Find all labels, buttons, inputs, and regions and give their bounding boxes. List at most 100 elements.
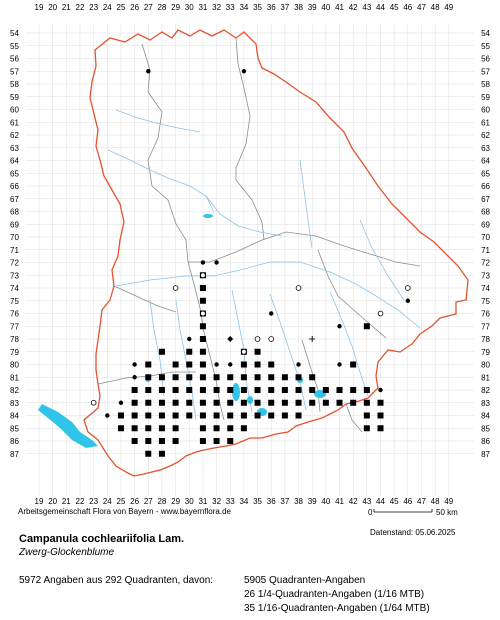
x-axis-tick-label: 27 (144, 497, 153, 506)
x-axis-tick-label: 48 (431, 3, 440, 12)
x-axis-tick-label: 35 (253, 3, 262, 12)
species-name: Campanula cochleariifolia Lam. (19, 533, 185, 545)
stats-summary: 5972 Angaben aus 292 Quadranten, davon: (19, 575, 214, 586)
x-axis-tick-label: 31 (198, 497, 207, 506)
credit-line: Arbeitsgemeinschaft Flora von Bayern - w… (18, 507, 231, 516)
record-square (377, 425, 384, 432)
x-axis-tick-label: 26 (130, 3, 139, 12)
x-axis-tick-label: 37 (280, 3, 289, 12)
record-dot (269, 311, 274, 316)
record-square (295, 387, 302, 393)
record-square (268, 412, 275, 419)
record-square (295, 374, 302, 381)
y-axis-tick-label: 81 (481, 373, 490, 382)
record-square (199, 297, 206, 304)
x-axis-tick-label: 28 (157, 497, 166, 506)
record-dot (269, 362, 274, 367)
y-axis-tick-label: 83 (481, 399, 490, 408)
record-square (213, 425, 220, 432)
y-axis-tick-label: 57 (10, 67, 19, 76)
x-axis-tick-label: 36 (267, 3, 276, 12)
x-axis-tick-label: 34 (239, 497, 248, 506)
x-axis-tick-label: 19 (35, 3, 44, 12)
record-dot (105, 413, 110, 418)
record-square (172, 399, 179, 406)
x-axis-tick-label: 31 (198, 3, 207, 12)
record-square (145, 425, 152, 432)
record-square (145, 361, 152, 368)
record-square (158, 387, 165, 393)
y-axis-tick-label: 63 (481, 144, 490, 153)
y-axis-tick-label: 65 (481, 169, 490, 178)
y-axis-tick-label: 78 (481, 335, 490, 344)
x-axis-tick-label: 46 (403, 3, 412, 12)
record-square (309, 387, 316, 393)
record-open-circle (377, 310, 384, 317)
x-axis-tick-label: 34 (239, 3, 248, 12)
y-axis-tick-label: 66 (481, 182, 490, 191)
y-axis-tick-label: 58 (481, 80, 490, 89)
x-axis-tick-label: 48 (431, 497, 440, 506)
y-axis-tick-label: 73 (10, 271, 19, 280)
record-square (213, 438, 220, 444)
y-axis-tick-label: 63 (10, 144, 19, 153)
record-square (199, 361, 206, 368)
y-axis-tick-label: 59 (481, 93, 490, 102)
x-axis-tick-label: 38 (294, 497, 303, 506)
record-square (377, 412, 384, 419)
y-axis-tick-label: 54 (10, 29, 19, 38)
x-axis-tick-label: 47 (417, 3, 426, 12)
record-dot (200, 260, 206, 265)
x-axis-tick-label: 29 (171, 3, 180, 12)
record-square (199, 285, 206, 291)
y-axis-tick-label: 83 (10, 399, 19, 408)
y-axis-tick-label: 81 (10, 373, 19, 382)
record-dot (364, 387, 370, 393)
x-axis-tick-label: 42 (349, 3, 358, 12)
record-dot (214, 260, 219, 265)
record-square (199, 399, 206, 406)
record-dot (132, 375, 137, 380)
record-square (254, 348, 261, 355)
record-dot (241, 69, 247, 74)
record-square (158, 450, 165, 457)
y-axis-tick-label: 77 (10, 322, 19, 331)
record-square (240, 387, 247, 393)
record-square (199, 336, 206, 342)
x-axis-tick-label: 45 (390, 497, 399, 506)
record-dot (228, 362, 233, 367)
x-axis-tick-label: 44 (376, 3, 385, 12)
y-axis-tick-label: 61 (481, 118, 490, 127)
record-square (158, 438, 165, 444)
record-square (158, 425, 165, 432)
y-axis-tick-label: 82 (10, 386, 19, 395)
y-axis-tick-label: 60 (10, 106, 19, 115)
y-axis-tick-label: 59 (10, 93, 19, 102)
stats-quadrant: 5905 Quadranten-Angaben (244, 575, 366, 586)
record-square (131, 425, 138, 432)
record-square (281, 387, 288, 393)
record-square (309, 374, 316, 381)
record-square (199, 374, 206, 381)
record-square (131, 438, 138, 444)
x-axis-tick-label: 24 (103, 497, 112, 506)
y-axis-tick-label: 72 (481, 259, 490, 268)
common-name: Zwerg-Glockenblume (19, 547, 115, 558)
record-square (254, 361, 261, 368)
y-axis-tick-label: 80 (481, 361, 490, 370)
record-dot (405, 298, 411, 303)
y-axis-tick-label: 55 (10, 42, 19, 51)
record-square (363, 399, 370, 406)
record-square (254, 412, 261, 419)
record-square (350, 387, 357, 393)
record-square (213, 387, 220, 393)
record-square (145, 412, 152, 419)
x-axis-tick-label: 35 (253, 497, 262, 506)
x-axis-tick-label: 19 (35, 497, 44, 506)
y-axis-tick-label: 69 (481, 220, 490, 229)
record-square (186, 348, 193, 355)
x-axis-tick-label: 23 (89, 497, 98, 506)
y-axis-tick-label: 85 (481, 424, 490, 433)
y-axis-tick-label: 85 (10, 424, 19, 433)
x-axis-tick-label: 47 (417, 497, 426, 506)
